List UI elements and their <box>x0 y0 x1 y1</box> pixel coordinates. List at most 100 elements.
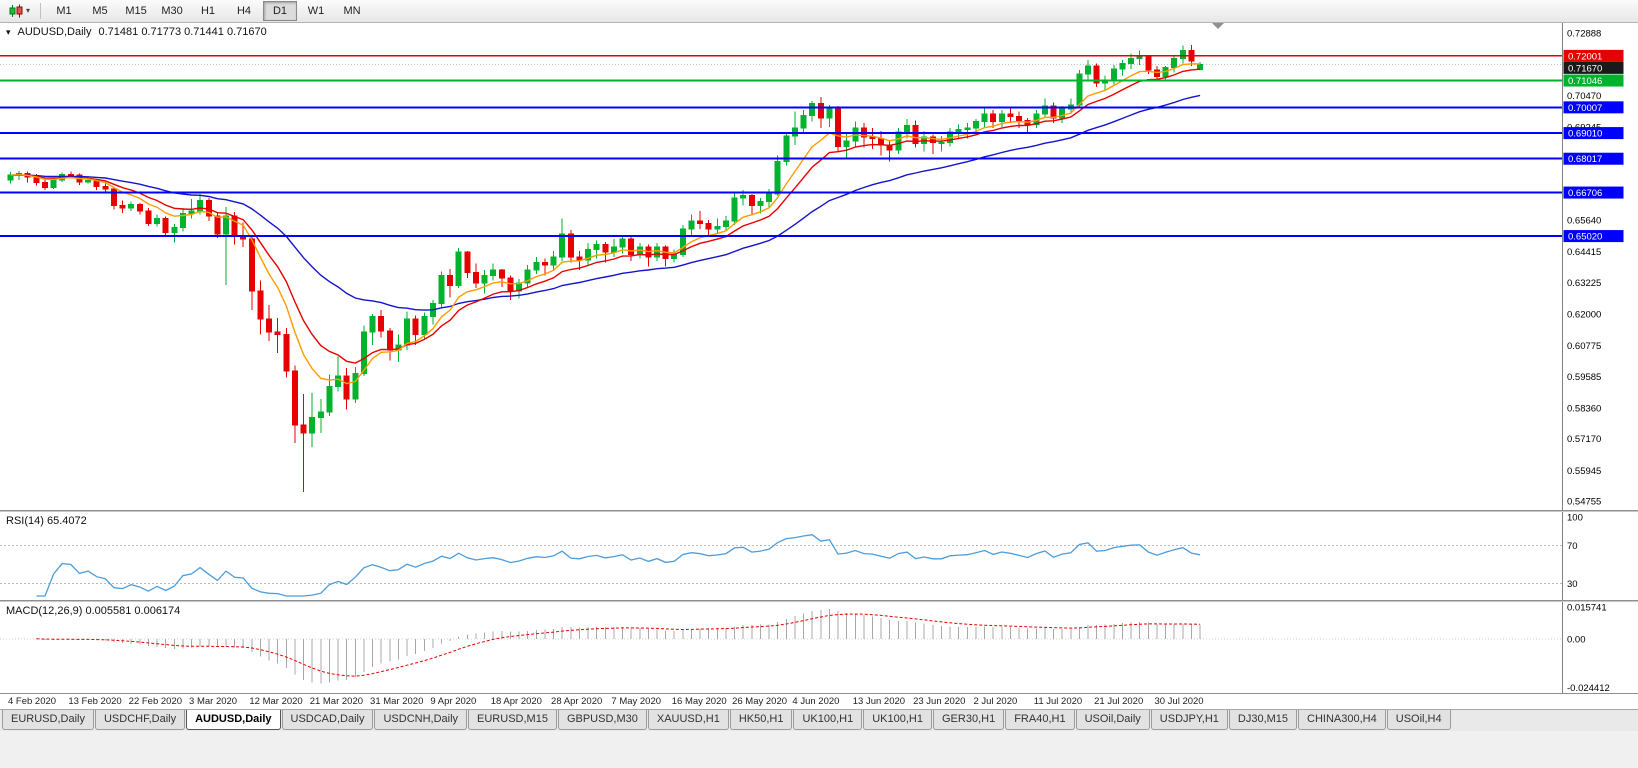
time-axis-label: 22 Feb 2020 <box>128 696 183 707</box>
chart-tab-usdcnh-daily[interactable]: USDCNH,Daily <box>374 710 468 730</box>
chart-tab-uk100-h1-2[interactable]: UK100,H1 <box>863 710 932 730</box>
price-label-box <box>1563 61 1624 74</box>
chart-tab-usoil-h4[interactable]: USOil,H4 <box>1386 710 1451 730</box>
time-axis-label: 3 Mar 2020 <box>189 696 238 707</box>
panel-separator[interactable] <box>0 600 1638 602</box>
macd-panel[interactable]: 0.015741 0.00 -0.024412 MACD(12,26,9) 0.00… <box>0 602 1638 693</box>
toolbar: ▾ M1 M5 M15 M30 H1 H4 D1 W1 MN <box>0 0 1638 23</box>
chart-title: AUDUSD,Daily <box>17 26 92 38</box>
rsi-line <box>36 534 1201 597</box>
rsi-axis-tick: 100 <box>1567 513 1583 524</box>
chart-type-button[interactable]: ▾ <box>4 2 35 20</box>
timeframe-button-m5[interactable]: M5 <box>92 5 108 17</box>
dropdown-caret-icon: ▾ <box>26 6 31 15</box>
timeframe-button-m30[interactable]: M30 <box>161 5 183 17</box>
macd-label: MACD(12,26,9) 0.005581 0.006174 <box>6 605 181 617</box>
chart-header: ▾ AUDUSD,Daily 0.71481 0.71773 0.71441 0… <box>6 26 267 38</box>
chart-tab-hk50-h1[interactable]: HK50,H1 <box>729 710 793 730</box>
chart-tab-eurusd-m15[interactable]: EURUSD,M15 <box>468 710 557 730</box>
price-axis-tick: 0.57170 <box>1567 434 1601 445</box>
timeframe-toolbar: M1 M5 M15 M30 H1 H4 D1 W1 MN <box>46 1 370 21</box>
chart-tab-china300-h4[interactable]: CHINA300,H4 <box>1298 710 1386 730</box>
chart-tab-usdcad-daily[interactable]: USDCAD,Daily <box>281 710 374 730</box>
price-axis-tick: 0.65640 <box>1567 216 1601 227</box>
fast-ma-line <box>10 63 1201 385</box>
panel-separator[interactable] <box>0 510 1638 512</box>
price-axis-tick: 0.64415 <box>1567 247 1601 258</box>
time-axis-label: 28 Apr 2020 <box>551 696 603 707</box>
symbol-menu-icon[interactable]: ▾ <box>6 27 11 37</box>
price-axis-tick: 0.59585 <box>1567 372 1601 383</box>
chart-ohlc-values: 0.71481 0.71773 0.71441 0.71670 <box>98 26 267 38</box>
candles <box>7 44 1204 493</box>
time-axis-label: 4 Jun 2020 <box>792 696 840 707</box>
time-axis-label: 13 Jun 2020 <box>852 696 906 707</box>
time-axis-label: 30 Jul 2020 <box>1154 696 1204 707</box>
chart-tab-ger30-h1[interactable]: GER30,H1 <box>933 710 1005 730</box>
slow-ma-line <box>10 94 1201 311</box>
price-label-text: 0.65020 <box>1568 232 1602 243</box>
time-axis-label: 31 Mar 2020 <box>370 696 424 707</box>
price-label-box <box>1563 74 1624 87</box>
price-label-text: 0.71670 <box>1568 63 1602 74</box>
timeframe-button-h4[interactable]: H4 <box>236 5 252 17</box>
time-axis-label: 21 Mar 2020 <box>309 696 364 707</box>
price-label-text: 0.71046 <box>1568 76 1602 87</box>
timeframe-button-h1[interactable]: H1 <box>200 5 216 17</box>
timeframe-button-m15[interactable]: M15 <box>125 5 147 17</box>
timeframe-button-mn[interactable]: MN <box>343 5 361 17</box>
chart-tab-usdjpy-h1[interactable]: USDJPY,H1 <box>1150 710 1228 730</box>
chart-tab-uk100-h1[interactable]: UK100,H1 <box>793 710 863 730</box>
price-label-text: 0.70007 <box>1568 103 1602 114</box>
time-axis-label: 11 Jul 2020 <box>1033 696 1083 707</box>
rsi-panel[interactable]: 100 70 30 RSI(14) 65.4072 <box>0 512 1638 600</box>
price-axis-tick: 0.70470 <box>1567 91 1601 102</box>
rsi-header: RSI(14) 65.4072 <box>6 515 87 527</box>
price-label-text: 0.68017 <box>1568 154 1602 165</box>
toolbar-separator <box>40 3 42 19</box>
scroll-position-marker <box>1212 23 1224 29</box>
timeframe-button-m1[interactable]: M1 <box>56 5 72 17</box>
window-filler <box>0 731 1638 768</box>
macd-header: MACD(12,26,9) 0.005581 0.006174 <box>6 605 180 617</box>
price-axis-tick: 0.62000 <box>1567 310 1601 321</box>
time-axis-label: 26 May 2020 <box>732 696 788 707</box>
macd-axis-tick: -0.024412 <box>1567 683 1610 693</box>
time-axis[interactable]: 4 Feb 2020 13 Feb 2020 22 Feb 2020 3 Mar 20… <box>0 693 1638 709</box>
chart-tab-audusd-daily[interactable]: AUDUSD,Daily <box>186 710 281 730</box>
timeframe-button-w1[interactable]: W1 <box>307 5 325 17</box>
time-axis-label: 9 Apr 2020 <box>430 696 477 707</box>
price-label-text: 0.72001 <box>1568 51 1602 62</box>
time-axis-label: 21 Jul 2020 <box>1094 696 1144 707</box>
chart-area: 0.728880.704700.692450.656400.644150.632… <box>0 23 1638 709</box>
chart-tab-usoil-daily[interactable]: USOil,Daily <box>1075 710 1150 730</box>
price-label-text: 0.69010 <box>1568 129 1602 140</box>
macd-axis-tick: 0.00 <box>1567 634 1586 645</box>
timeframe-button-d1[interactable]: D1 <box>263 1 298 21</box>
chart-tab-fra40-h1[interactable]: FRA40,H1 <box>1005 710 1075 730</box>
price-label-text: 0.66706 <box>1568 188 1602 199</box>
chart-tab-gbpusd-m30[interactable]: GBPUSD,M30 <box>557 710 647 730</box>
time-axis-label: 16 May 2020 <box>671 696 727 707</box>
chart-tab-usdchf-daily[interactable]: USDCHF,Daily <box>94 710 186 730</box>
chart-tab-eurusd-daily[interactable]: EURUSD,Daily <box>2 710 94 730</box>
macd-signal-line <box>36 613 1201 677</box>
main-chart-panel[interactable]: 0.728880.704700.692450.656400.644150.632… <box>0 23 1638 510</box>
price-label-box <box>1563 230 1624 243</box>
medium-ma-line <box>10 68 1201 364</box>
price-axis-tick: 0.58360 <box>1567 403 1601 414</box>
price-axis-tick: 0.55945 <box>1567 466 1601 477</box>
time-axis-label: 18 Apr 2020 <box>490 696 542 707</box>
chart-tab-xauusd-h1[interactable]: XAUUSD,H1 <box>647 710 729 730</box>
price-axis-tick: 0.60775 <box>1567 341 1601 352</box>
rsi-axis-tick: 70 <box>1567 541 1578 552</box>
rsi-axis-tick: 30 <box>1567 579 1578 590</box>
chart-tab-dj30-m15[interactable]: DJ30,M15 <box>1228 710 1298 730</box>
price-axis-tick: 0.63225 <box>1567 278 1601 289</box>
price-label-box <box>1563 152 1624 165</box>
price-axis-tick: 0.72888 <box>1567 28 1601 39</box>
price-label-box <box>1563 127 1624 140</box>
time-axis-label: 12 Mar 2020 <box>249 696 303 707</box>
price-label-box <box>1563 186 1624 199</box>
